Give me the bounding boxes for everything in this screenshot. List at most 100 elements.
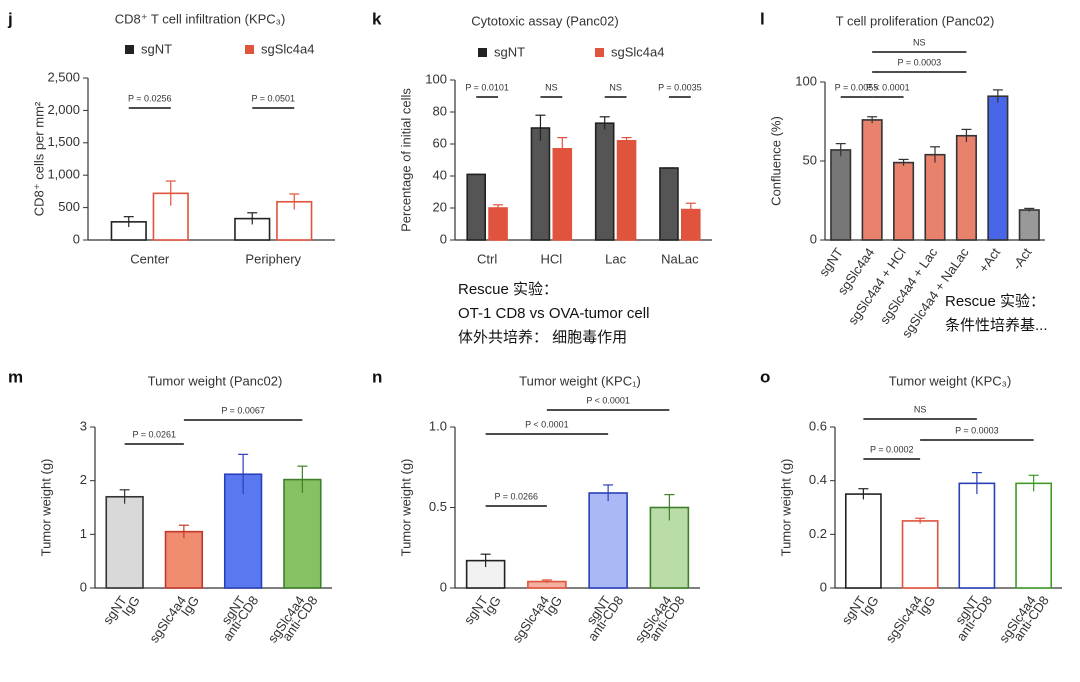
legend-label: sgSlc4a4 [611,44,664,59]
legend-label: sgNT [494,44,525,59]
panel-label: j [7,9,13,28]
bar [530,127,551,241]
bar [152,192,189,241]
x-tick-label: Center [130,251,170,266]
bar [616,140,637,241]
p-value: NS [913,37,926,47]
x-tick-label: HCl [541,251,563,266]
y-tick-label: 100 [795,73,817,88]
y-tick-label: 0.6 [809,418,827,433]
note-text: Rescue 实验： [945,293,1045,310]
p-value: P = 0.0256 [128,93,172,103]
p-value: NS [609,82,622,92]
x-tick-label: sgSlc4a4 [882,593,925,645]
x-tick-label: sgSlc4a4 [146,593,189,645]
y-tick-label: 3 [80,418,87,433]
y-tick-label: 2,000 [47,102,80,117]
chart-title: Tumor weight (Panc02) [148,373,283,388]
y-tick-label: 0 [440,579,447,594]
y-tick-label: 2,500 [47,69,80,84]
y-tick-label: 0.4 [809,472,827,487]
bar [958,482,996,589]
y-tick-label: 100 [425,71,447,86]
note-text: 体外共培养： 细胞毒作用 [458,329,627,346]
y-tick-label: 1,500 [47,134,80,149]
p-value: P < 0.0001 [525,419,569,429]
p-value: P = 0.0101 [465,82,509,92]
bar [1015,482,1053,589]
bar [955,134,977,241]
y-tick-label: 0.2 [809,526,827,541]
x-tick-label: Periphery [245,251,301,266]
p-value: NS [545,82,558,92]
bar [552,148,573,241]
y-axis-label: Tumor weight (g) [398,459,413,557]
chart-title: T cell proliferation (Panc02) [836,13,995,28]
x-tick-label: Ctrl [477,251,497,266]
legend-label: sgSlc4a4 [261,41,314,56]
bar [659,167,679,241]
x-tick-label: Lac [605,251,626,266]
bar [901,520,939,589]
note-text: OT-1 CD8 vs OVA-tumor cell [458,305,649,322]
y-tick-label: 0.5 [429,499,447,514]
x-tick-label: sgSlc4a4 [509,593,552,645]
bar [588,492,628,589]
bar [893,161,915,241]
panel-label: l [760,9,765,28]
bar [594,122,615,241]
y-axis-label: Percentage of initial cells [398,88,413,232]
y-axis-label: Confluence (%) [768,116,783,206]
chart-title: Cytotoxic assay (Panc02) [471,13,618,28]
p-value: P = 0.0002 [870,444,914,454]
p-value: P = 0.0003 [897,57,941,67]
p-value: P = 0.0501 [251,93,295,103]
legend-label: sgNT [141,41,172,56]
y-tick-label: 0 [80,579,87,594]
y-tick-label: 500 [58,199,80,214]
y-tick-label: 50 [803,152,817,167]
x-tick-label: -Act [1009,245,1035,273]
x-tick-label: NaLac [661,251,699,266]
bar [987,95,1009,241]
p-value: P < 0.0001 [866,82,910,92]
legend-swatch [245,45,254,54]
chart-title: Tumor weight (KPC₁) [519,373,641,388]
y-tick-label: 20 [433,199,447,214]
p-value: P = 0.0261 [132,429,176,439]
y-tick-label: 0 [820,579,827,594]
chart-title: Tumor weight (KPC₃) [889,373,1012,388]
panel-label: m [8,367,23,386]
x-tick-label: sgNT [816,245,846,279]
y-tick-label: 1.0 [429,418,447,433]
y-tick-label: 0 [810,231,817,246]
bar [861,119,883,241]
bar [164,530,204,589]
chart-title: CD8⁺ T cell infiltration (KPC₃) [115,11,286,26]
x-tick-label: +Act [976,245,1004,276]
y-axis-label: CD8⁺ cells per mm² [31,101,46,216]
y-axis-label: Tumor weight (g) [38,459,53,557]
panel-label: o [760,367,770,386]
p-value: NS [914,404,927,414]
p-value: P = 0.0003 [955,425,999,435]
y-tick-label: 0 [440,231,447,246]
y-tick-label: 0 [73,231,80,246]
panel-label: n [372,367,382,386]
bar [844,493,882,589]
y-tick-label: 1 [80,526,87,541]
bar [283,478,322,589]
p-value: P = 0.0035 [658,82,702,92]
bar [105,495,144,589]
p-value: P < 0.0001 [586,395,630,405]
y-tick-label: 1,000 [47,167,80,182]
y-tick-label: 80 [433,103,447,118]
bar [924,153,946,241]
y-tick-label: 2 [80,472,87,487]
note-text: Rescue 实验： [458,281,558,298]
y-tick-label: 40 [433,167,447,182]
legend-swatch [595,48,604,57]
p-value: P = 0.0266 [494,491,538,501]
bar [830,149,852,241]
